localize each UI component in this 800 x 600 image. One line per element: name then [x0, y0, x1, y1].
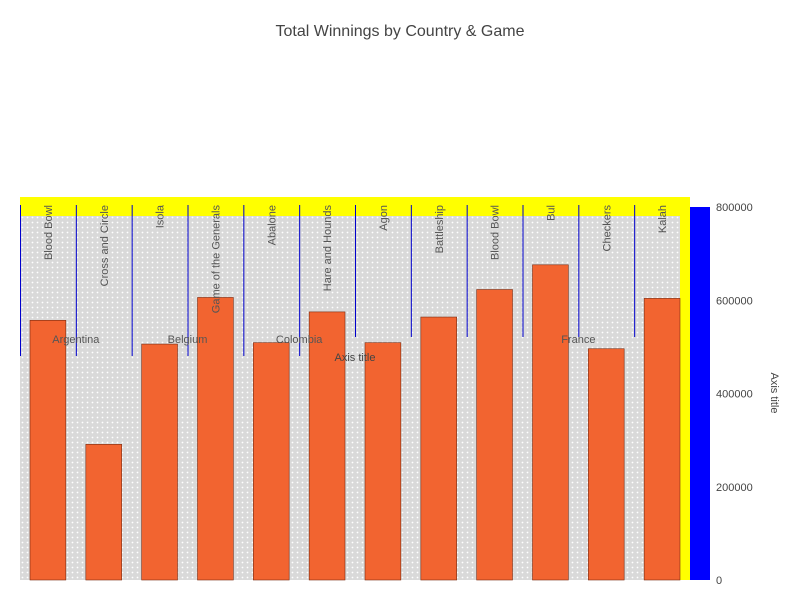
group-label: Colombia — [276, 334, 323, 346]
bar — [643, 298, 681, 581]
category-label: Blood Bowl — [490, 205, 502, 260]
bar — [308, 311, 346, 581]
category-label: Isola — [155, 204, 167, 228]
category-label: Cross and Circle — [99, 205, 111, 286]
category-label: Checkers — [601, 205, 613, 252]
y-tick-label: 200000 — [716, 482, 753, 494]
bar — [197, 297, 234, 581]
bar — [141, 343, 178, 581]
category-label: Battleship — [434, 205, 446, 253]
bar — [29, 319, 67, 581]
category-label: Game of the Generals — [210, 205, 222, 314]
category-label: Hare and Hounds — [322, 205, 334, 292]
y-tick-label: 400000 — [716, 389, 753, 401]
grid-dots — [20, 216, 680, 580]
y-tick-label: 800000 — [716, 202, 753, 214]
category-label: Kalah — [657, 205, 669, 233]
y-axis-band — [690, 207, 710, 580]
bar — [253, 342, 290, 581]
category-label: Bul — [545, 205, 557, 221]
bar — [364, 342, 402, 581]
category-label: Abalone — [266, 205, 278, 245]
y-axis-title: Axis title — [768, 373, 780, 414]
bar — [532, 264, 569, 581]
group-label: France — [561, 334, 595, 346]
group-label: Argentina — [52, 334, 100, 346]
bar — [85, 444, 122, 581]
y-tick-label: 600000 — [716, 295, 753, 307]
bar — [476, 289, 513, 581]
group-label: Belgium — [168, 334, 208, 346]
right-band — [680, 216, 690, 580]
y-tick-label: 0 — [716, 575, 722, 587]
bar — [420, 316, 457, 581]
x-axis-title: Axis title — [335, 352, 376, 364]
bar — [588, 348, 625, 581]
chart-title: Total Winnings by Country & Game — [276, 23, 525, 40]
category-label: Blood Bowl — [43, 205, 55, 260]
category-label: Agon — [378, 205, 390, 231]
plot-area: Blood Bowl Cross and Circle Isola Game of t… — [20, 197, 780, 587]
